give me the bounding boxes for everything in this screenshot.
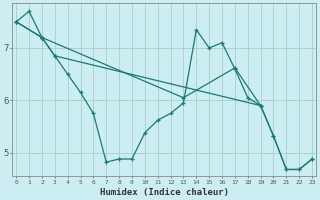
X-axis label: Humidex (Indice chaleur): Humidex (Indice chaleur) [100,188,228,197]
